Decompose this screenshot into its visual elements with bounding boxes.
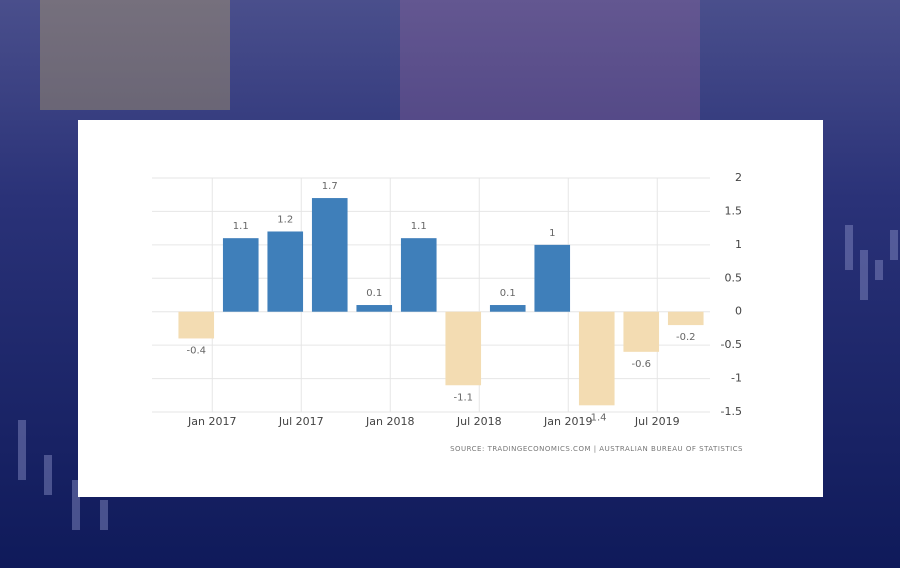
banknote — [400, 0, 700, 120]
bar — [667, 311, 704, 326]
value-label: -1.4 — [587, 412, 607, 423]
bar — [578, 311, 615, 406]
value-label: 1 — [549, 228, 555, 239]
y-tick-label: -1.5 — [721, 405, 742, 418]
value-label: -0.6 — [631, 359, 651, 370]
x-tick-label: Jan 2018 — [365, 415, 414, 428]
value-label: 1.1 — [411, 221, 427, 232]
bar — [267, 231, 304, 312]
value-label: 0.1 — [500, 288, 516, 299]
value-label: -0.2 — [676, 332, 696, 343]
value-label: 1.7 — [322, 181, 338, 192]
bar — [400, 238, 437, 312]
bar — [623, 311, 660, 352]
bar — [445, 311, 482, 386]
bar — [311, 198, 348, 312]
y-tick-label: 1 — [735, 238, 742, 251]
bar — [178, 311, 215, 339]
value-label: -1.1 — [453, 392, 473, 403]
value-label: -0.4 — [186, 345, 206, 356]
bar — [222, 238, 259, 312]
x-tick-label: Jan 2019 — [543, 415, 592, 428]
bar — [489, 305, 526, 312]
banknote — [40, 0, 230, 110]
value-label: 0.1 — [366, 288, 382, 299]
y-tick-label: 0.5 — [725, 271, 743, 284]
source-note: SOURCE: TRADINGECONOMICS.COM | AUSTRALIA… — [450, 445, 743, 453]
x-tick-label: Jul 2017 — [278, 415, 324, 428]
x-tick-label: Jul 2018 — [456, 415, 502, 428]
y-tick-label: 0 — [735, 305, 742, 318]
x-tick-label: Jul 2019 — [634, 415, 680, 428]
value-label: 1.1 — [233, 221, 249, 232]
chart-card — [78, 120, 823, 497]
plot: 2 1.5 1 0.5 0 -0.5 -1 -1.5 Jan 2017 Jul 2017 Jan 2… — [152, 171, 742, 428]
bar — [534, 244, 571, 312]
y-tick-label: -1 — [731, 372, 742, 385]
y-tick-label: 1.5 — [725, 204, 743, 217]
value-label: 1.2 — [277, 214, 293, 225]
bar — [356, 305, 393, 312]
y-tick-label: 2 — [735, 171, 742, 184]
decor-candles — [18, 225, 898, 530]
y-tick-label: -0.5 — [721, 338, 742, 351]
x-tick-label: Jan 2017 — [187, 415, 236, 428]
